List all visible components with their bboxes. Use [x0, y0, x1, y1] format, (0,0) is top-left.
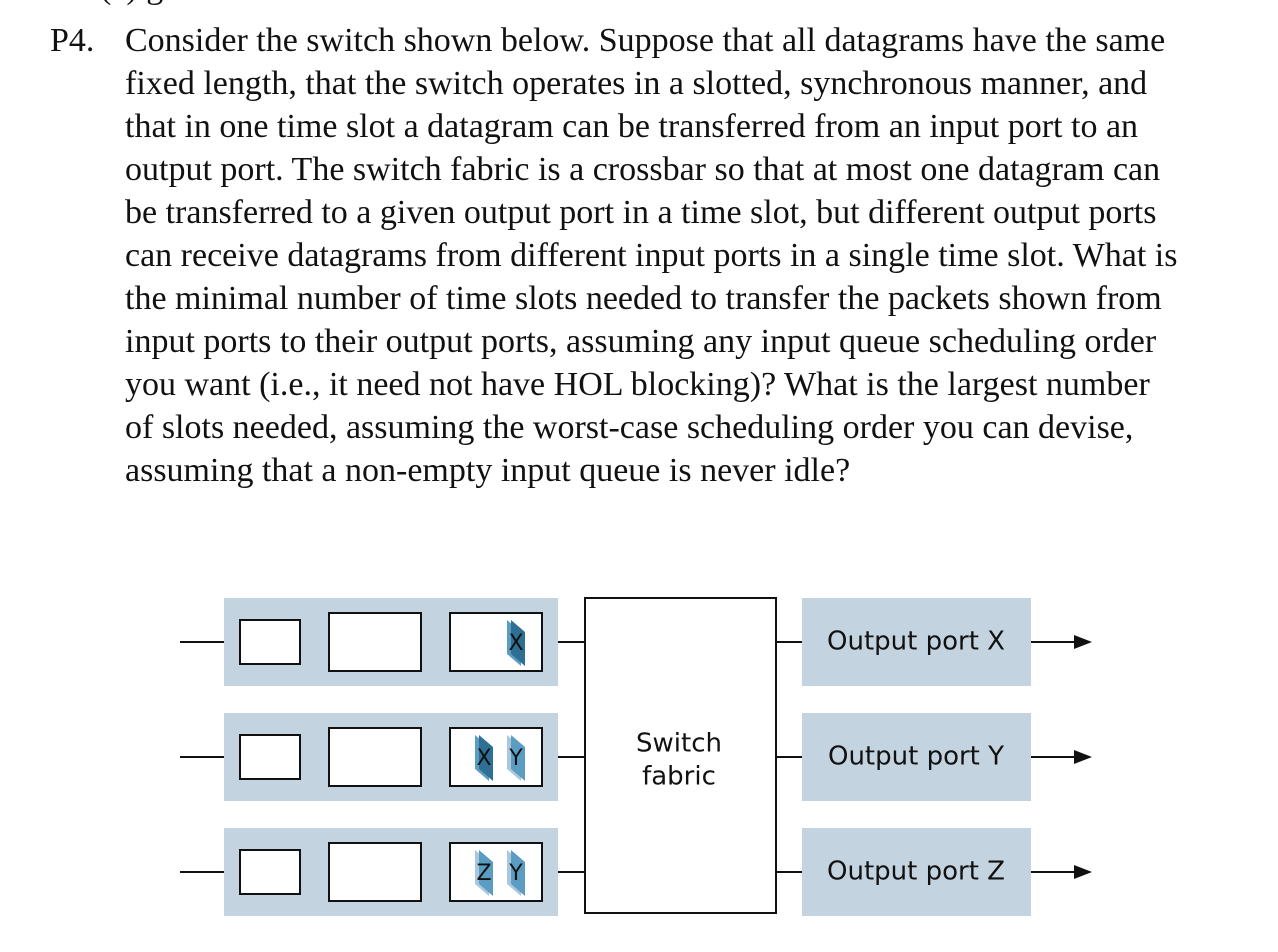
queue-slot [239, 619, 301, 665]
arrow-right-icon [1074, 750, 1092, 764]
output-port-box [802, 713, 1031, 801]
queue-slot [239, 849, 301, 895]
output-port-label: Output port Z [827, 857, 1005, 887]
packet-face [511, 850, 525, 896]
output-port-label: Output port Y [828, 742, 1004, 772]
switch-fabric-box [584, 597, 777, 914]
packet-label: X [508, 631, 523, 656]
problem-statement: Consider the switch shown below. Suppose… [125, 19, 1245, 492]
previous-problem-fragment: (c) g [100, 0, 163, 9]
packet-label: Z [476, 861, 491, 886]
switch-fabric-label: fabric [642, 762, 716, 792]
output-port-label: Output port X [827, 627, 1005, 657]
queue-slot [449, 727, 543, 787]
packet-label: Y [508, 746, 523, 771]
packet-face [479, 850, 493, 896]
problem-line: be transferred to a given output port in… [125, 194, 1157, 231]
packet-face [511, 735, 525, 781]
arrow-right-icon [1074, 635, 1092, 649]
problem-line: of slots needed, assuming the worst-case… [125, 409, 1134, 446]
problem-line: fixed length, that the switch operates i… [125, 65, 1148, 102]
problem-line: that in one time slot a datagram can be … [125, 108, 1139, 145]
problem-line: assuming that a non-empty input queue is… [125, 452, 851, 489]
problem-line: you want (i.e., it need not have HOL blo… [125, 366, 1150, 403]
queue-slot [328, 612, 422, 672]
problem-number: P4. [50, 22, 95, 59]
packet-label: Y [508, 861, 523, 886]
switch-fabric-label: Switch [636, 729, 722, 759]
packet-face [511, 620, 525, 666]
arrow-right-icon [1074, 865, 1092, 879]
problem-line: input ports to their output ports, assum… [125, 323, 1157, 360]
queue-slot [239, 734, 301, 780]
problem-line: Consider the switch shown below. Suppose… [125, 22, 1166, 59]
queue-slot [328, 727, 422, 787]
problem-line: can receive datagrams from different inp… [125, 237, 1178, 274]
queue-slot [449, 842, 543, 902]
output-port-box [802, 598, 1031, 686]
packet-face [479, 735, 493, 781]
queue-slot [449, 612, 543, 672]
problem-line: the minimal number of time slots needed … [125, 280, 1162, 317]
output-port-box [802, 828, 1031, 916]
packet-label: X [476, 746, 491, 771]
problem-line: output port. The switch fabric is a cros… [125, 151, 1161, 188]
queue-slot [328, 842, 422, 902]
